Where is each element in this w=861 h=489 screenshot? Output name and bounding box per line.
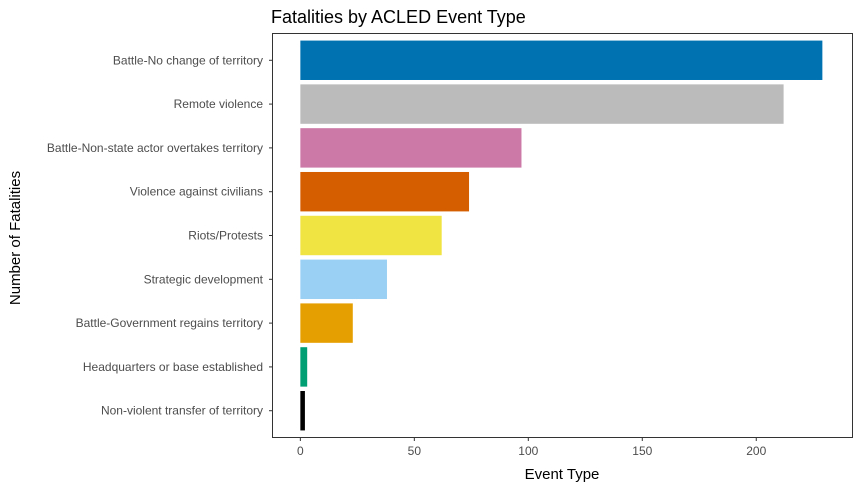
y-axis-title: Number of Fatalities — [7, 171, 24, 305]
bar-remote-violence — [300, 84, 784, 124]
bar-riots-protests — [300, 215, 442, 256]
chart-title: Fatalities by ACLED Event Type — [271, 7, 526, 27]
bar-non-violent-transfer-of-territory — [300, 391, 305, 431]
y-tick-label: Non-violent transfer of territory — [101, 404, 263, 418]
y-tick-label: Violence against civilians — [130, 185, 263, 199]
x-tick-label: 100 — [518, 444, 538, 458]
y-tick-label: Headquarters or base established — [83, 360, 263, 374]
bars-group — [300, 40, 823, 431]
y-tick-label: Strategic development — [144, 272, 264, 286]
y-tick-label: Battle-Non-state actor overtakes territo… — [47, 141, 263, 155]
bar-battle-no-change-of-territory — [300, 40, 823, 80]
bar-headquarters-or-base-established — [300, 347, 308, 387]
y-tick-label: Riots/Protests — [188, 229, 263, 243]
y-axis-ticks: Battle-No change of territory Remote viol… — [47, 53, 273, 418]
x-axis-ticks: 0 50 100 150 200 — [297, 437, 767, 458]
x-tick-label: 200 — [746, 444, 766, 458]
y-tick-label: Battle-No change of territory — [113, 53, 263, 67]
x-tick-label: 150 — [632, 444, 652, 458]
y-tick-label: Remote violence — [174, 97, 264, 111]
bar-battle-non-state-actor-overtakes-territory — [300, 128, 522, 168]
y-tick-label: Battle-Government regains territory — [76, 316, 263, 330]
bar-violence-against-civilians — [300, 171, 470, 212]
bar-strategic-development — [300, 259, 387, 300]
x-axis-title: Event Type — [525, 466, 600, 483]
bar-battle-government-regains-territory — [300, 303, 353, 343]
x-tick-label: 50 — [408, 444, 422, 458]
x-tick-label: 0 — [297, 444, 304, 458]
